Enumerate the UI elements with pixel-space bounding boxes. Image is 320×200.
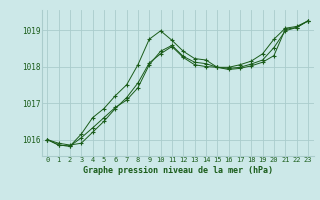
X-axis label: Graphe pression niveau de la mer (hPa): Graphe pression niveau de la mer (hPa)	[83, 166, 273, 175]
